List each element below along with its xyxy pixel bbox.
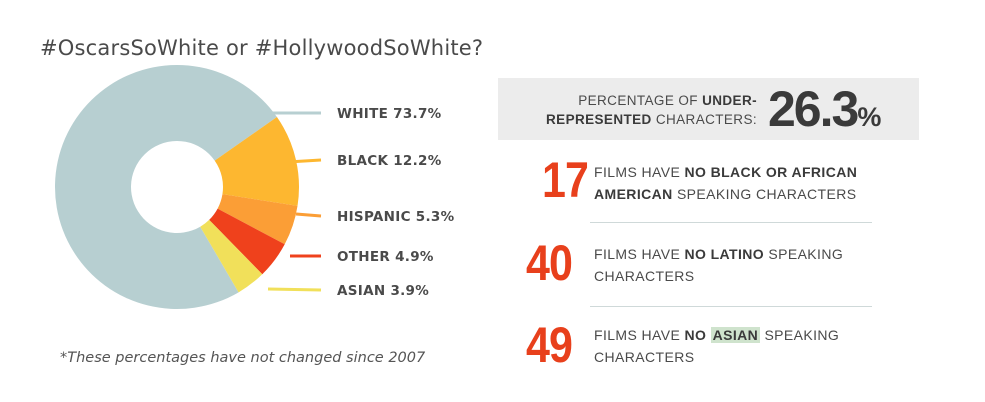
stat-no-asian: 49 FILMS HAVE NO ASIAN SPEAKING CHARACTE… [500, 317, 900, 378]
leader-line [287, 158, 322, 164]
footnote: *These percentages have not changed sinc… [60, 350, 426, 366]
legend-label-other: OTHER 4.9% [337, 249, 434, 265]
donut-slice-hispanic [217, 194, 298, 245]
stat-number: 17 [542, 152, 589, 208]
underrepresented-label: PERCENTAGE OF UNDER- REPRESENTED CHARACT… [546, 93, 757, 127]
stat-no-black: 17 FILMS HAVE NO BLACK OR AFRICAN AMERIC… [500, 152, 900, 213]
underrepresented-box: PERCENTAGE OF UNDER- REPRESENTED CHARACT… [498, 78, 919, 140]
divider [590, 306, 872, 307]
stat-description: FILMS HAVE NO ASIAN SPEAKING CHARACTERS [594, 327, 840, 365]
underrepresented-value: 26.3% [768, 81, 882, 137]
legend-label-hispanic: HISPANIC 5.3% [337, 209, 455, 225]
stat-number: 40 [526, 235, 573, 291]
legend-label-asian: ASIAN 3.9% [337, 283, 429, 299]
stat-number: 49 [526, 317, 573, 373]
donut-slice-black [214, 117, 299, 206]
stat-description: FILMS HAVE NO LATINO SPEAKING CHARACTERS [594, 246, 844, 284]
highlighted-word: ASIAN [710, 327, 761, 343]
chart-title: #OscarsSoWhite or #HollywoodSoWhite? [40, 36, 484, 60]
donut-slice-white [54, 64, 277, 309]
donut-slice-other [209, 208, 285, 275]
stat-description: FILMS HAVE NO BLACK OR AFRICAN AMERICAN … [594, 164, 858, 202]
donut-slice-asian [200, 219, 263, 293]
stat-no-latino: 40 FILMS HAVE NO LATINO SPEAKING CHARACT… [500, 235, 900, 296]
leader-line [267, 287, 322, 292]
divider [590, 222, 872, 223]
legend-label-white: WHITE 73.7% [337, 106, 442, 122]
leader-line [295, 212, 322, 218]
legend-label-black: BLACK 12.2% [337, 153, 442, 169]
